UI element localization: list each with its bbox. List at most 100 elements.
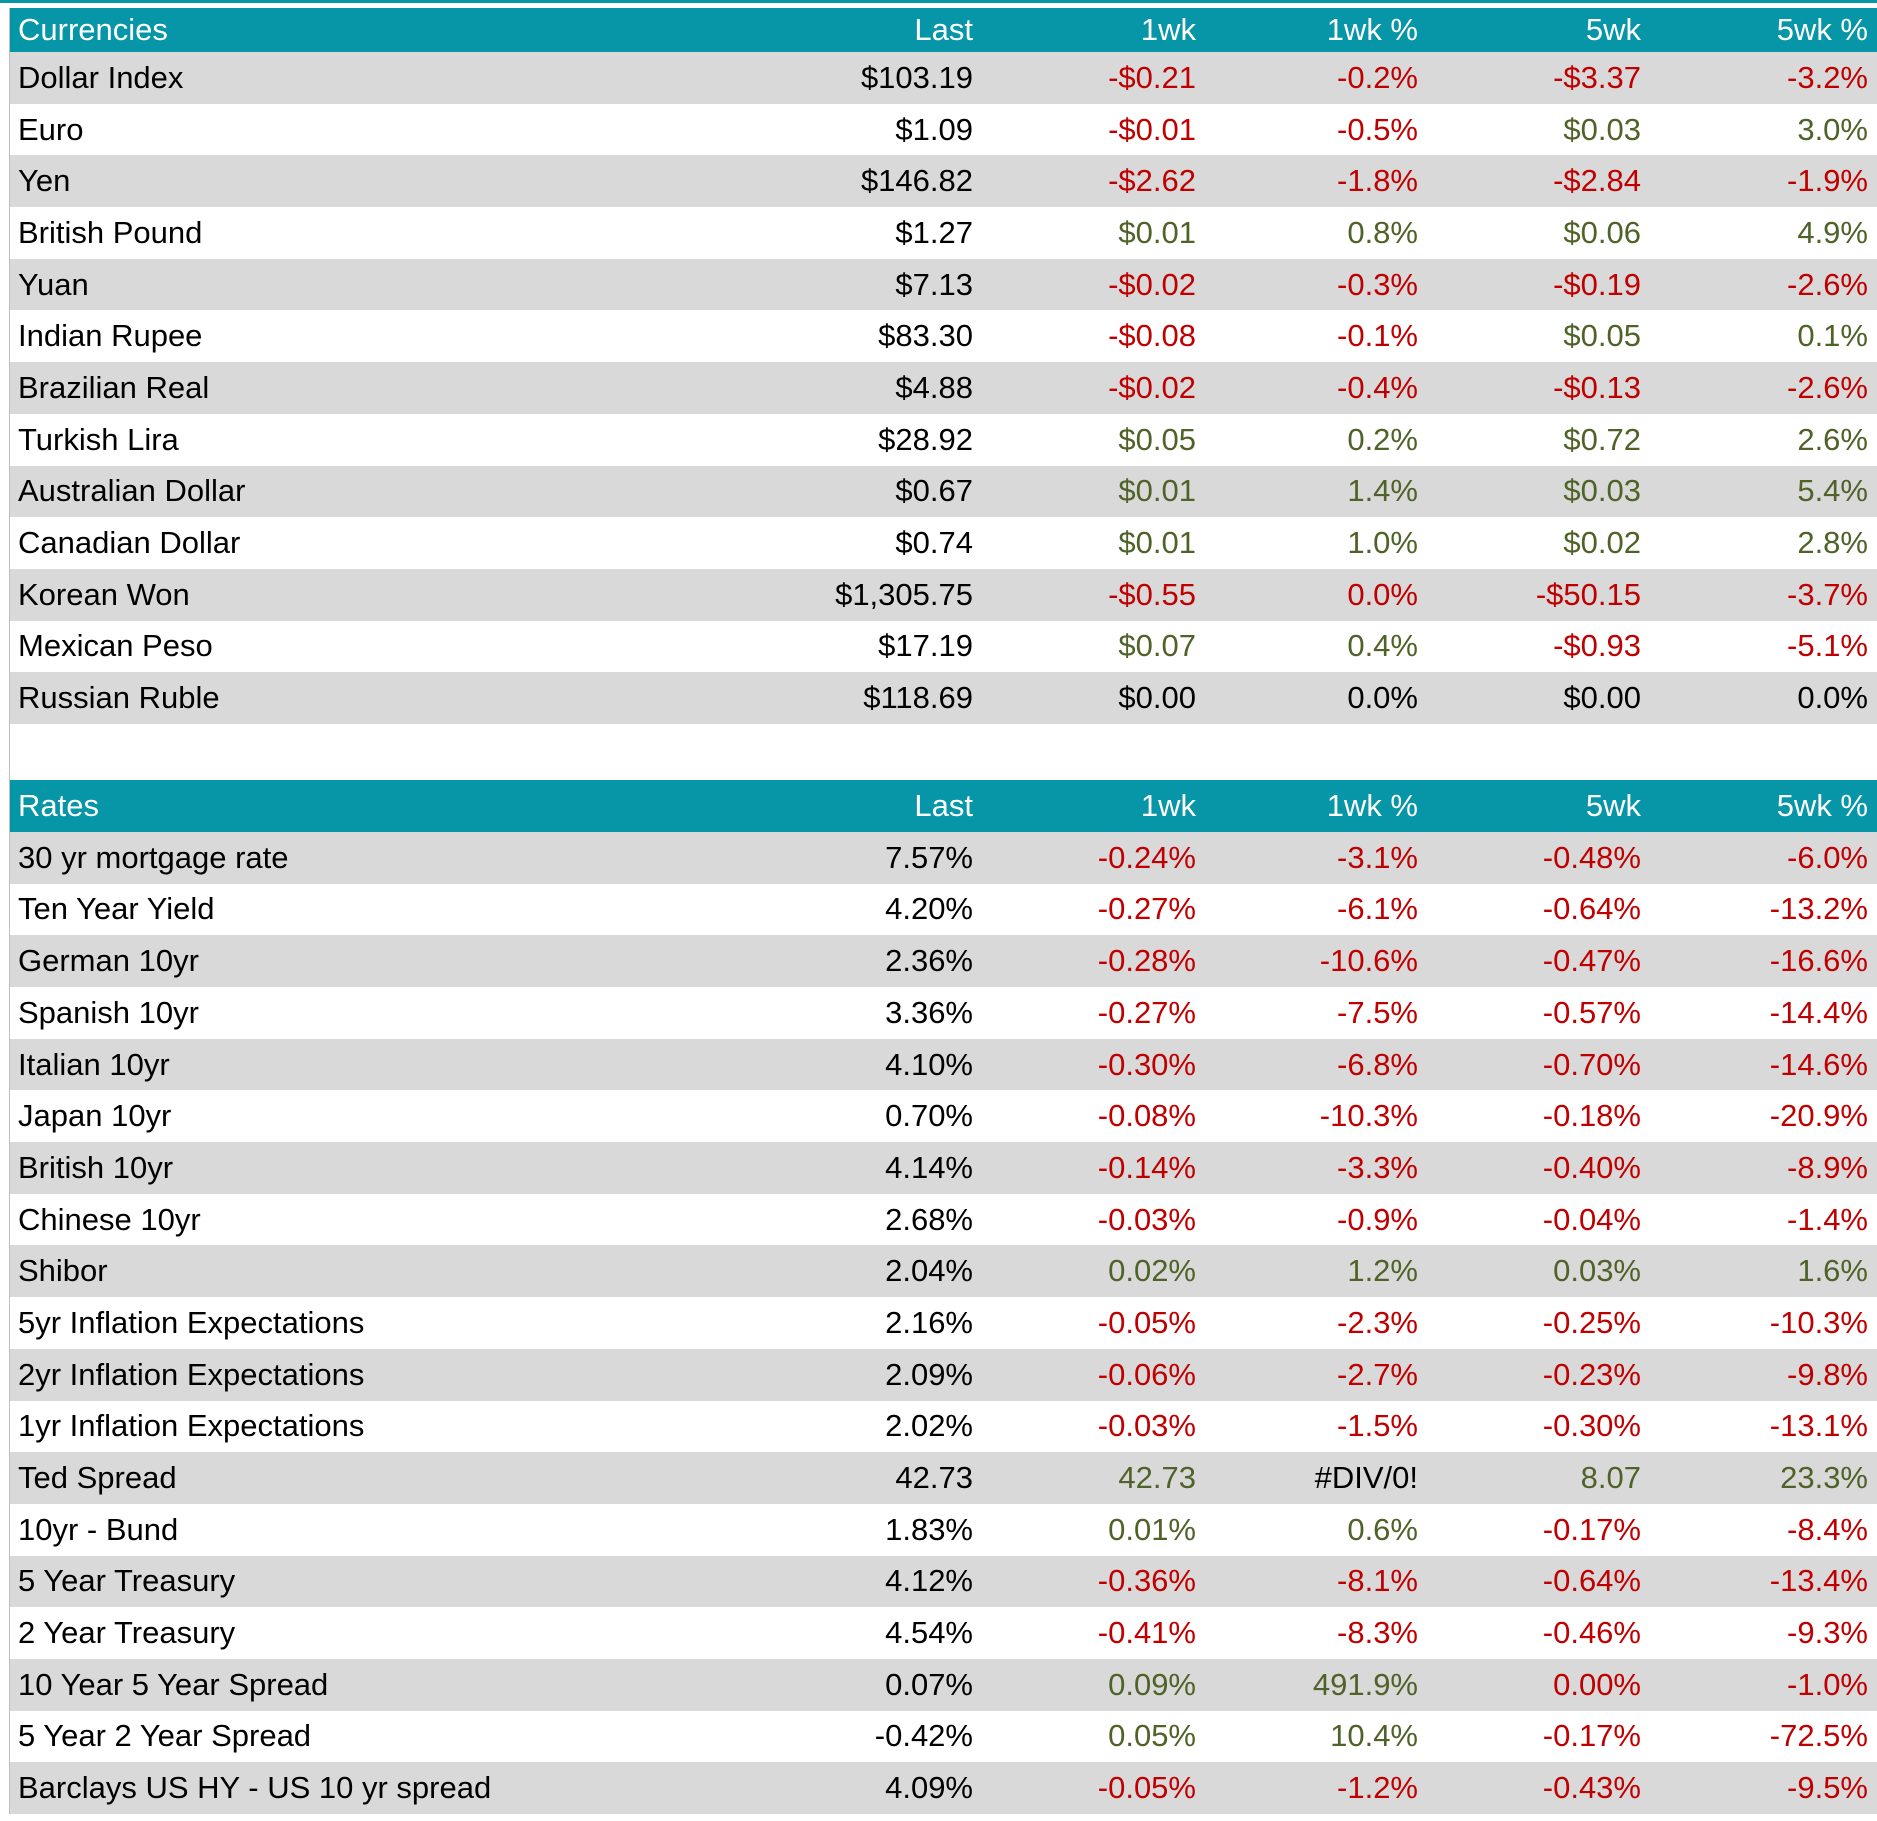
row-label[interactable]: 5 Year Treasury <box>18 1563 236 1599</box>
cell-last[interactable]: 1.83% <box>885 1511 973 1547</box>
cell-5wk-pct[interactable]: -14.6% <box>1769 1046 1868 1082</box>
row-label[interactable]: 5 Year 2 Year Spread <box>18 1718 312 1754</box>
row-label[interactable]: Turkish Lira <box>18 421 179 457</box>
row-label[interactable]: Australian Dollar <box>18 473 246 509</box>
cell-1wk-pct[interactable]: -0.2% <box>1337 59 1418 95</box>
cell-1wk-pct[interactable]: -8.1% <box>1337 1563 1418 1599</box>
row-label[interactable]: Barclays US HY - US 10 yr spread <box>18 1770 492 1806</box>
cell-5wk[interactable]: -0.40% <box>1542 1149 1641 1185</box>
cell-last[interactable]: $1,305.75 <box>835 576 973 612</box>
cell-5wk-pct[interactable]: 23.3% <box>1780 1460 1868 1496</box>
row-label[interactable]: Spanish 10yr <box>18 994 199 1030</box>
cell-1wk[interactable]: -0.05% <box>1097 1304 1196 1340</box>
row-label[interactable]: Brazilian Real <box>18 369 210 405</box>
row-label[interactable]: Indian Rupee <box>18 318 203 354</box>
cell-1wk[interactable]: -0.08% <box>1097 1098 1196 1134</box>
cell-1wk-pct[interactable]: -8.3% <box>1337 1615 1418 1651</box>
cell-5wk[interactable]: -0.04% <box>1542 1201 1641 1237</box>
cell-1wk[interactable]: $0.01 <box>1118 525 1196 561</box>
cell-last[interactable]: 4.09% <box>885 1770 973 1806</box>
row-label[interactable]: Japan 10yr <box>18 1098 172 1134</box>
cell-5wk[interactable]: -0.70% <box>1542 1046 1641 1082</box>
cell-last[interactable]: $17.19 <box>878 628 973 664</box>
cell-1wk-pct[interactable]: -0.5% <box>1337 111 1418 147</box>
row-label[interactable]: British Pound <box>18 214 203 250</box>
cell-5wk[interactable]: -0.17% <box>1542 1718 1641 1754</box>
cell-5wk[interactable]: 8.07 <box>1580 1460 1641 1496</box>
cell-5wk[interactable]: $0.02 <box>1563 525 1641 561</box>
cell-1wk-pct[interactable]: 0.0% <box>1347 576 1418 612</box>
row-label[interactable]: 10yr - Bund <box>18 1511 179 1547</box>
cell-5wk[interactable]: $0.72 <box>1563 421 1641 457</box>
cell-5wk[interactable]: $0.00 <box>1563 680 1641 716</box>
cell-last[interactable]: $28.92 <box>878 421 973 457</box>
row-label[interactable]: Shibor <box>18 1253 108 1289</box>
row-label[interactable]: 5yr Inflation Expectations <box>18 1304 365 1340</box>
cell-1wk-pct[interactable]: 1.0% <box>1347 525 1418 561</box>
cell-1wk[interactable]: -0.05% <box>1097 1770 1196 1806</box>
cell-5wk[interactable]: -0.57% <box>1542 994 1641 1030</box>
cell-5wk[interactable]: $0.03 <box>1563 473 1641 509</box>
row-label[interactable]: Yen <box>18 163 71 199</box>
row-label[interactable]: Italian 10yr <box>18 1046 170 1082</box>
row-label[interactable]: Ten Year Yield <box>18 891 215 927</box>
cell-1wk[interactable]: 0.09% <box>1108 1666 1196 1702</box>
cell-last[interactable]: $1.27 <box>895 214 973 250</box>
cell-last[interactable]: 4.20% <box>885 891 973 927</box>
cell-last[interactable]: 2.04% <box>885 1253 973 1289</box>
cell-1wk[interactable]: $0.01 <box>1118 214 1196 250</box>
cell-1wk-pct[interactable]: -6.1% <box>1337 891 1418 927</box>
cell-last[interactable]: $146.82 <box>860 163 973 199</box>
cell-1wk[interactable]: $0.00 <box>1118 680 1196 716</box>
cell-1wk[interactable]: -$0.21 <box>1108 59 1196 95</box>
cell-1wk[interactable]: -0.24% <box>1097 839 1196 875</box>
cell-5wk-pct[interactable]: -10.3% <box>1769 1304 1868 1340</box>
row-label[interactable]: Mexican Peso <box>18 628 213 664</box>
cell-5wk-pct[interactable]: -3.7% <box>1787 576 1868 612</box>
cell-1wk-pct[interactable]: 0.2% <box>1347 421 1418 457</box>
cell-1wk[interactable]: -0.27% <box>1097 994 1196 1030</box>
cell-1wk[interactable]: -$2.62 <box>1108 163 1196 199</box>
cell-5wk-pct[interactable]: -14.4% <box>1769 994 1868 1030</box>
cell-1wk[interactable]: -0.36% <box>1097 1563 1196 1599</box>
cell-1wk[interactable]: $0.05 <box>1118 421 1196 457</box>
cell-5wk[interactable]: -0.47% <box>1542 943 1641 979</box>
cell-5wk-pct[interactable]: -3.2% <box>1787 59 1868 95</box>
cell-1wk-pct[interactable]: -3.3% <box>1337 1149 1418 1185</box>
cell-last[interactable]: 2.68% <box>885 1201 973 1237</box>
cell-1wk[interactable]: -0.41% <box>1097 1615 1196 1651</box>
row-label[interactable]: Russian Ruble <box>18 680 220 716</box>
cell-last[interactable]: $0.74 <box>895 525 973 561</box>
cell-last[interactable]: $7.13 <box>895 266 973 302</box>
cell-5wk[interactable]: -$50.15 <box>1535 576 1641 612</box>
cell-1wk-pct[interactable]: -6.8% <box>1337 1046 1418 1082</box>
column-header-1wk[interactable]: 1wk <box>1140 787 1196 823</box>
cell-1wk[interactable]: -$0.01 <box>1108 111 1196 147</box>
row-label[interactable]: German 10yr <box>18 943 199 979</box>
cell-1wk[interactable]: -0.14% <box>1097 1149 1196 1185</box>
cell-1wk-pct[interactable]: -7.5% <box>1337 994 1418 1030</box>
cell-last[interactable]: $4.88 <box>895 369 973 405</box>
cell-1wk[interactable]: -0.03% <box>1097 1408 1196 1444</box>
cell-1wk[interactable]: $0.01 <box>1118 473 1196 509</box>
cell-5wk[interactable]: 0.03% <box>1553 1253 1641 1289</box>
cell-5wk[interactable]: $0.06 <box>1563 214 1641 250</box>
cell-1wk[interactable]: -0.03% <box>1097 1201 1196 1237</box>
cell-5wk[interactable]: -0.23% <box>1542 1356 1641 1392</box>
cell-1wk-pct[interactable]: -1.5% <box>1337 1408 1418 1444</box>
cell-1wk-pct[interactable]: 1.2% <box>1347 1253 1418 1289</box>
cell-last[interactable]: 7.57% <box>885 839 973 875</box>
column-header-1wk-pct[interactable]: 1wk % <box>1326 12 1418 47</box>
cell-last[interactable]: -0.42% <box>874 1718 973 1754</box>
cell-5wk[interactable]: -0.30% <box>1542 1408 1641 1444</box>
cell-1wk-pct[interactable]: -2.7% <box>1337 1356 1418 1392</box>
column-header-last[interactable]: Last <box>914 12 973 47</box>
cell-5wk[interactable]: $0.03 <box>1563 111 1641 147</box>
row-label[interactable]: Canadian Dollar <box>18 525 241 561</box>
cell-5wk-pct[interactable]: -2.6% <box>1787 266 1868 302</box>
cell-5wk-pct[interactable]: -8.4% <box>1787 1511 1868 1547</box>
cell-1wk-pct[interactable]: -10.3% <box>1319 1098 1418 1134</box>
cell-last[interactable]: 4.14% <box>885 1149 973 1185</box>
cell-last[interactable]: 3.36% <box>885 994 973 1030</box>
column-header-1wk-pct[interactable]: 1wk % <box>1326 787 1418 823</box>
